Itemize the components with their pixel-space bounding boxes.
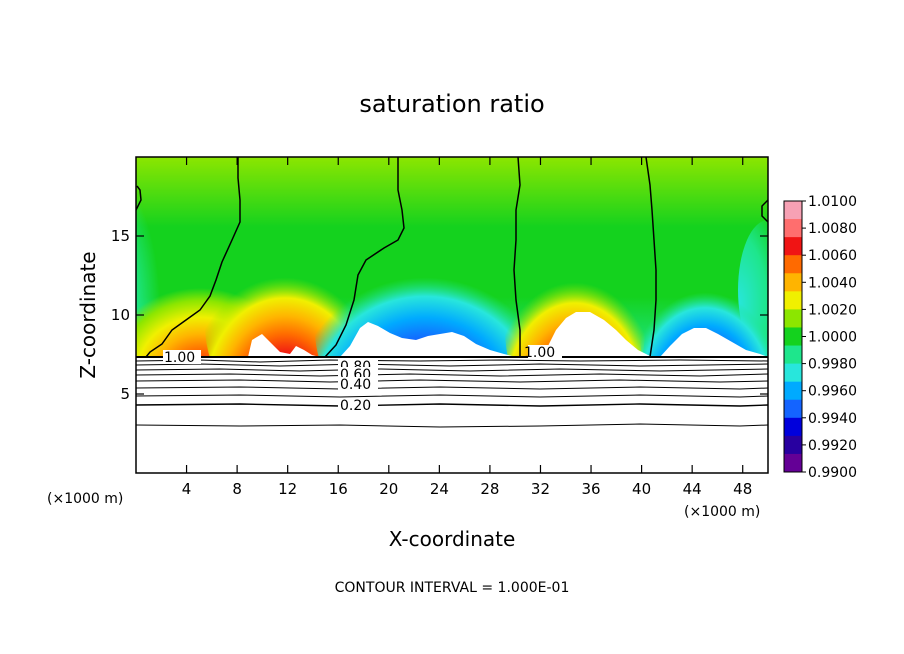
x-tick-label: 44	[683, 480, 702, 498]
colorbar-swatch	[784, 399, 802, 419]
colorbar-swatch	[784, 345, 802, 365]
blank-region-3	[540, 312, 652, 357]
blank-region-2	[340, 322, 516, 357]
x-tick-label: 20	[379, 480, 398, 498]
colorbar-swatch	[784, 291, 802, 310]
colorbar-swatch	[784, 255, 802, 274]
plot-area: 1.00 1.00 0.80 0.60 0.40 0.20	[136, 157, 768, 473]
colorbar-swatch	[784, 219, 802, 238]
contour-label-1.00-left: 1.00	[164, 350, 195, 366]
x-tick-label: 4	[182, 480, 192, 498]
colorbar-tick-label: 0.9960	[808, 384, 857, 400]
colorbar-tick-label: 1.0020	[808, 302, 857, 318]
x-axis: 4 8 12 16 20 24 28 32 36 40 44 48	[182, 157, 752, 498]
colorbar-swatch	[784, 309, 802, 328]
colorbar-swatch	[784, 453, 802, 473]
y-tick-label: 15	[111, 227, 130, 245]
x-tick-label: 48	[733, 480, 752, 498]
colorbar-tick-label: 1.0080	[808, 221, 857, 237]
contour-label-0.40: 0.40	[340, 377, 371, 393]
colorbar: 1.0100 1.0080 1.0060 1.0040 1.0020 1.0000 0.99…	[783, 194, 857, 481]
colorbar-swatch	[784, 381, 802, 401]
x-tick-label: 40	[632, 480, 651, 498]
contour-label-0.20: 0.20	[340, 398, 371, 414]
x-unit-label-left: (×1000 m)	[47, 491, 123, 507]
contours-subcloud	[136, 359, 768, 428]
contour-labels: 1.00 1.00 0.80 0.60 0.40 0.20	[163, 345, 562, 414]
x-tick-label: 28	[480, 480, 499, 498]
colorbar-tick-label: 0.9900	[808, 465, 857, 481]
colorbar-tick-label: 1.0100	[808, 194, 857, 210]
y-axis: 5 10 15	[111, 227, 768, 403]
contour-interval-note: CONTOUR INTERVAL = 1.000E-01	[335, 580, 570, 596]
colorbar-swatch	[784, 363, 802, 383]
colorbar-tick-label: 0.9980	[808, 357, 857, 373]
contour-label-1.00-right: 1.00	[524, 345, 555, 361]
x-tick-label: 12	[278, 480, 297, 498]
x-tick-label: 8	[232, 480, 242, 498]
colorbar-swatch	[784, 435, 802, 455]
colorbar-tick-label: 0.9920	[808, 438, 857, 454]
colorbar-swatch	[784, 417, 802, 437]
y-tick-label: 10	[111, 306, 130, 324]
x-tick-label: 24	[430, 480, 449, 498]
colorbar-tick-label: 1.0060	[808, 248, 857, 264]
colorbar-swatch	[784, 327, 802, 347]
subcloud-region	[136, 357, 768, 473]
chart-title: saturation ratio	[359, 90, 544, 118]
x-unit-label-right: (×1000 m)	[684, 504, 760, 520]
x-axis-title: X-coordinate	[389, 527, 516, 551]
colorbar-tick-label: 0.9940	[808, 411, 857, 427]
blank-region-4	[660, 328, 768, 357]
blank-region-1	[248, 334, 320, 357]
colorbar-swatch	[784, 237, 802, 256]
colorbar-tick-label: 1.0040	[808, 275, 857, 291]
colorbar-swatch	[784, 273, 802, 292]
x-tick-label: 36	[581, 480, 600, 498]
colorbar-tick-label: 1.0000	[808, 330, 857, 346]
contour-1.00	[136, 157, 768, 358]
y-tick-label: 5	[120, 385, 130, 403]
x-tick-label: 32	[531, 480, 550, 498]
colorbar-swatch	[784, 201, 802, 220]
y-axis-title: Z-coordinate	[76, 251, 100, 378]
x-tick-label: 16	[329, 480, 348, 498]
